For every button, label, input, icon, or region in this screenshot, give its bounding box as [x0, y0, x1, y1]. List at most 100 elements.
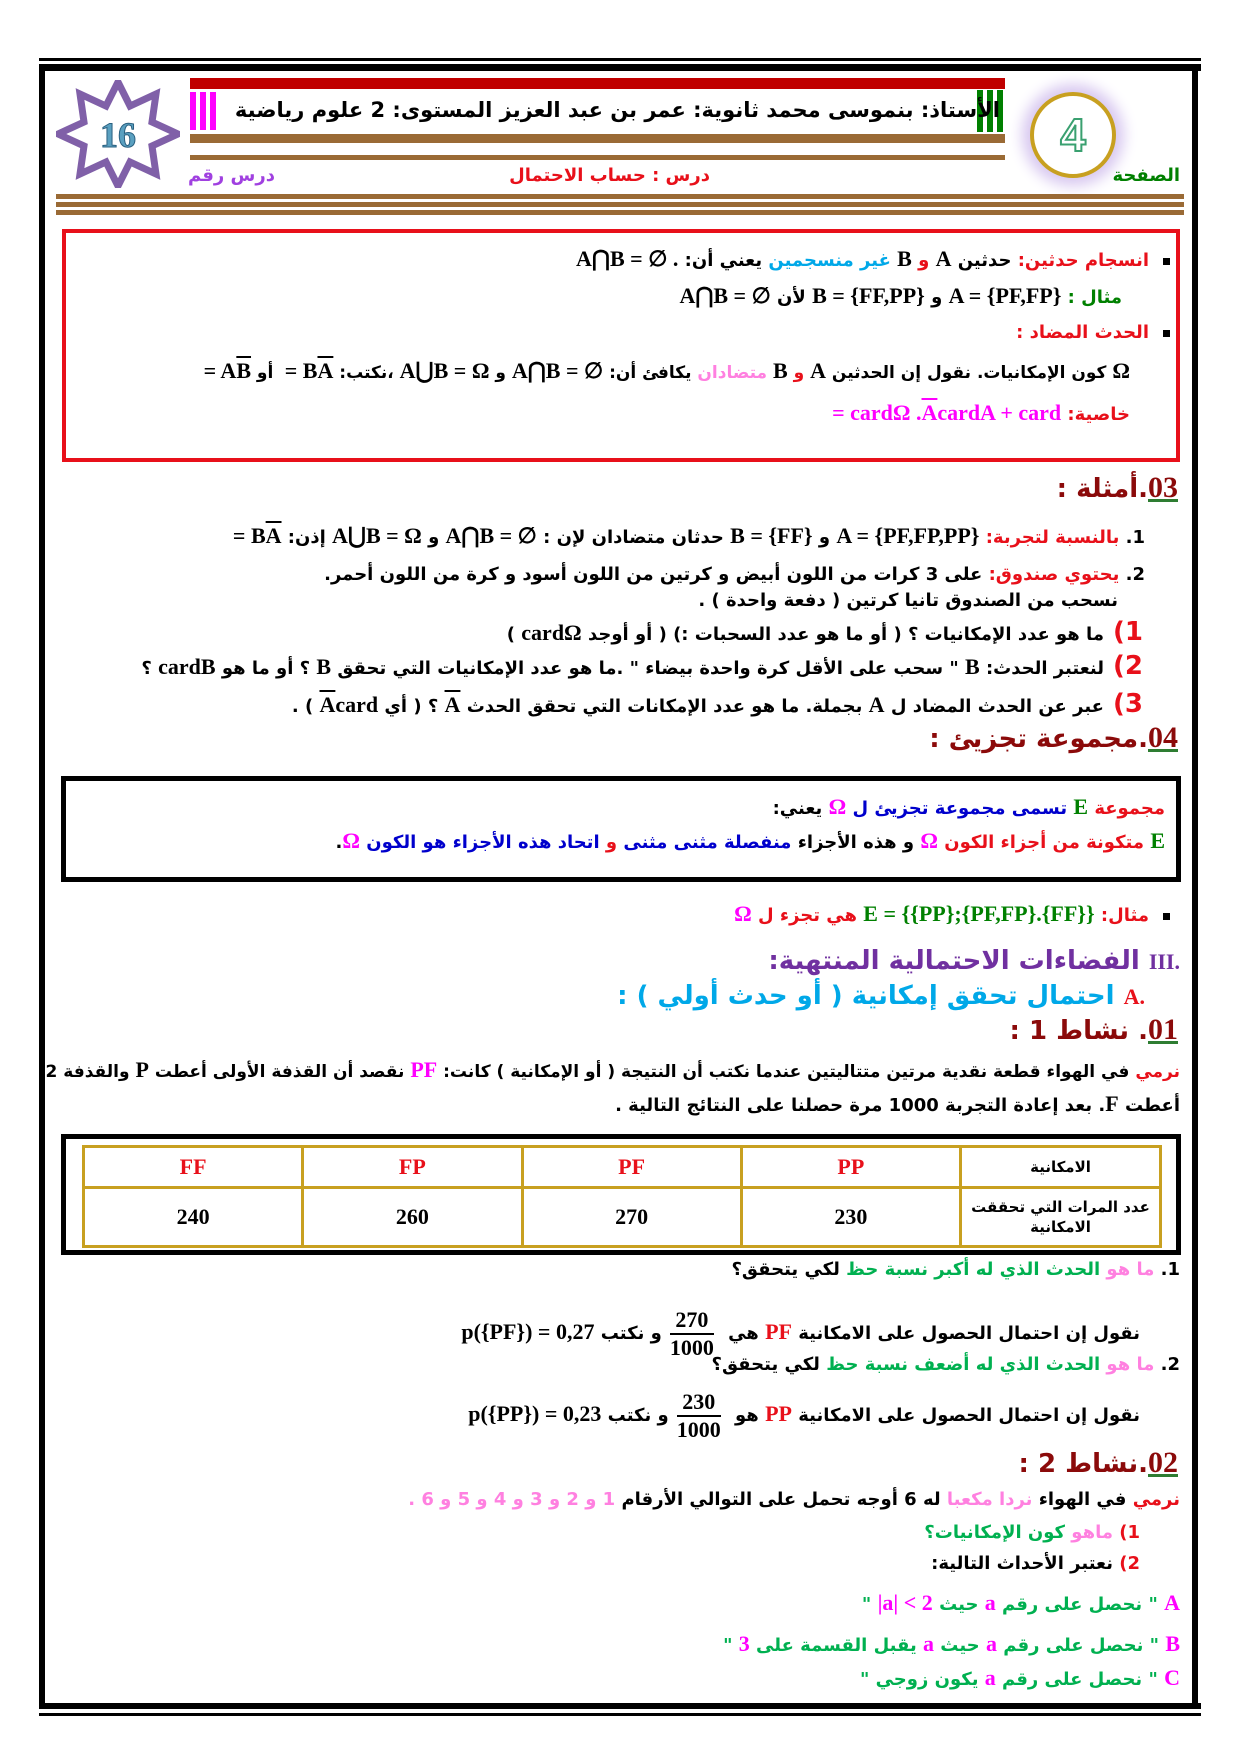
text-segment: " سحب على الأقل كرة واحدة بيضاء " .ما هو… — [331, 658, 965, 679]
activity-2-heading: 02.نشاط 2 : — [1018, 1448, 1178, 1481]
math-expression: = B — [227, 523, 266, 548]
math-expression: B — [773, 358, 788, 383]
math-expression: = B — [279, 358, 318, 383]
activity-1-a1: نقول إن احتمال الحصول على الامكانية PF ه… — [461, 1302, 1140, 1364]
text-segment: حيث — [932, 1594, 985, 1615]
row-label-count: عدد المرات التي تحققت الامكانية — [959, 1186, 1162, 1248]
frame-right — [1192, 71, 1198, 1708]
text-segment: يقبل القسمة على — [749, 1635, 924, 1656]
complement-def: Ω كون الإمكانيات. نقول إن الحدثين A و B … — [198, 357, 1130, 387]
math-expression: B — [965, 654, 980, 679]
text-segment: الحدث الذي له أكبر نسبة حظ — [846, 1259, 1101, 1280]
math-complement: A — [317, 358, 334, 383]
text-segment: في الهواء قطعة نقدية مرتين متتاليتين عند… — [437, 1062, 1136, 1082]
math-expression: a — [984, 1665, 996, 1690]
example-2: 2. يحتوي صندوق: على 3 كرات من اللون أبيض… — [324, 561, 1145, 589]
header-green-stripes — [977, 90, 1005, 132]
math-expression: PP — [765, 1401, 792, 1426]
partition-def-2: E متكونة من أجزاء الكون Ω و هذه الأجزاء … — [335, 827, 1165, 857]
activity-1-q2: 2. ما هو الحدث الذي له أضعف نسبة حظ لكي … — [712, 1351, 1180, 1379]
math-expression: Ω — [734, 901, 752, 926]
math-expression: A. — [1123, 984, 1145, 1009]
row-label-outcome: الامكانية — [959, 1145, 1162, 1189]
text-segment: و هذه الأجزاء — [791, 832, 921, 853]
heading-text: 3) — [1103, 689, 1143, 719]
math-expression: cardB — [158, 654, 216, 679]
text-segment: ) . — [291, 696, 320, 717]
text-segment: لكي يتحقق؟ — [731, 1259, 847, 1280]
activity-1-text-cont: أعطت F. بعد إعادة التجربة 1000 مرة حصلنا… — [615, 1090, 1180, 1120]
math-expression: A — [868, 692, 885, 717]
text-segment: الحدث الذي له أضعف نسبة حظ — [826, 1354, 1101, 1375]
math-expression: E — [1150, 828, 1165, 853]
header-magenta-stripes — [190, 92, 218, 130]
outcome-cell: FP — [301, 1145, 524, 1189]
text-segment: منفصلة مثنى مثنى — [623, 832, 792, 853]
math-expression: card — [335, 692, 379, 717]
heading-text: الفضاءات الاحتمالية المنتهية: — [768, 946, 1149, 976]
frame-left — [39, 71, 45, 1708]
activity-2-text: نرمي في الهواء نردا مكعبا له 6 أوجه تحمل… — [408, 1486, 1180, 1514]
text-segment: مجموعة — [1088, 798, 1165, 819]
count-cell: 230 — [739, 1186, 963, 1248]
text-segment: حيث — [934, 1635, 986, 1656]
text-segment: على 3 كرات من اللون أبيض و كرتين من اللو… — [324, 564, 983, 585]
activity-2-q1: 1) ماهو كون الإمكانيات؟ — [924, 1519, 1140, 1547]
math-expression: a — [985, 1631, 997, 1656]
definition-box — [62, 229, 1180, 462]
text-segment: و — [787, 363, 811, 383]
text-segment: ؟ — [141, 658, 159, 679]
math-expression: A⋂B = ∅ — [679, 283, 771, 308]
activity-1-text: نرمي في الهواء قطعة نقدية مرتين متتاليتي… — [46, 1056, 1180, 1086]
partition-box — [61, 776, 1181, 882]
top-rule — [39, 58, 1201, 61]
bullet-icon — [1163, 329, 1170, 337]
text-segment: لأن — [770, 287, 813, 308]
text-segment: ما هو — [1100, 1259, 1155, 1280]
text-segment: و — [911, 250, 936, 271]
outcome-cell: FF — [81, 1145, 305, 1189]
math-expression: B — [897, 246, 912, 271]
math-expression: A — [935, 246, 952, 271]
text-segment: نعتبر الأحداث التالية: — [931, 1553, 1113, 1574]
math-complement: A — [444, 692, 461, 717]
text-segment: يكافئ أن: — [603, 363, 698, 383]
math-complement: B — [236, 358, 252, 383]
math-expression: 3 — [738, 1631, 750, 1656]
page-label: الصفحة — [1112, 165, 1180, 186]
outcome-cell: PP — [739, 1145, 963, 1189]
text-segment: 1. — [1119, 527, 1145, 548]
text-segment: ما هو — [1100, 1354, 1155, 1375]
bullet-icon — [1163, 912, 1170, 920]
text-segment: تسمى مجموعة تجزيئ ل — [846, 798, 1074, 819]
math-expression: Ω — [920, 828, 938, 853]
text-segment: 2) — [1112, 1553, 1140, 1574]
heading-text: . نشاط 1 : — [1009, 1016, 1148, 1046]
page-circle: 4 — [1030, 92, 1116, 178]
math-expression: p({PF}) = 0,27 — [461, 1319, 595, 1344]
brown-rule-2 — [56, 202, 1184, 207]
text-segment: متضادان — [697, 363, 774, 383]
math-complement: A — [921, 400, 938, 425]
text-segment: نقصد أن القذفة الأولى أعطت — [148, 1062, 411, 1082]
math-expression: PF — [410, 1057, 438, 1082]
text-segment: 1 و 2 و 3 و 4 و 5 و 6 . — [408, 1489, 616, 1510]
text-segment: و — [489, 363, 512, 383]
table-frame — [61, 1134, 1181, 1255]
text-segment: ) — [506, 624, 522, 645]
lesson-number-label: درس رقم — [188, 165, 275, 186]
math-expression: E — [1073, 794, 1089, 819]
section-03-heading: 03.أمثلة : — [1057, 473, 1178, 506]
fraction-denominator: 1000 — [676, 1417, 721, 1442]
heading-text: .نشاط 2 : — [1018, 1449, 1148, 1479]
event-C: C " نحصل على رقم a يكون زوجي " — [860, 1664, 1180, 1694]
text-segment: الحدث المضاد : — [1016, 322, 1149, 343]
text-segment: أعطت — [1118, 1095, 1180, 1116]
text-segment: نقول إن احتمال الحصول على الامكانية — [791, 1405, 1140, 1426]
event-B: B " نحصل على رقم a حيث a يقبل القسمة على… — [723, 1630, 1180, 1660]
partition-def-1: مجموعة E تسمى مجموعة تجزيئ ل Ω يعني: — [773, 793, 1165, 823]
activity-1-a2: نقول إن احتمال الحصول على الامكانية PP ه… — [468, 1384, 1140, 1446]
text-segment: " — [723, 1635, 739, 1656]
math-complement: A — [265, 523, 282, 548]
math-expression: PF — [765, 1319, 792, 1344]
